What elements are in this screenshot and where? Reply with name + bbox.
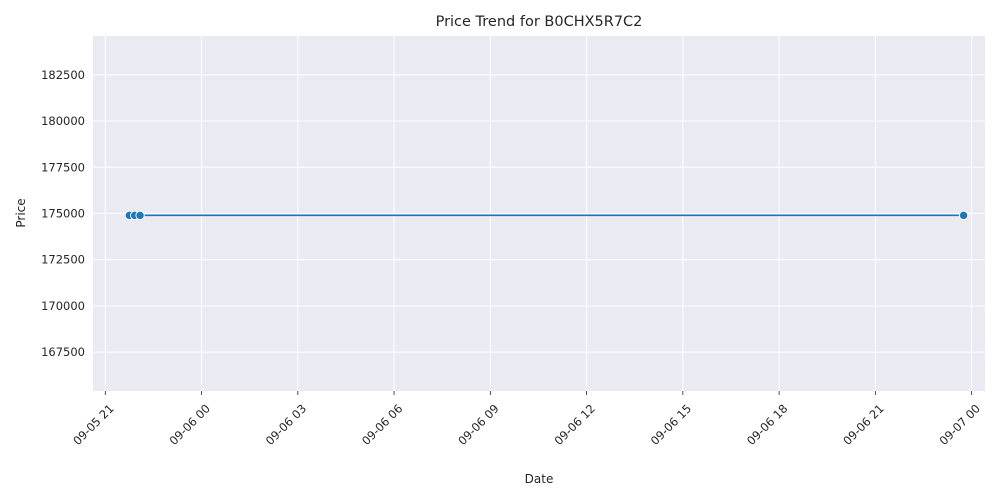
x-axis-ticks: 09-05 21 09-06 00 09-06 03 09-06 06 09-06 09… xyxy=(70,391,983,448)
x-tick-label: 09-06 09 xyxy=(455,401,501,447)
x-tick-label: 09-06 21 xyxy=(840,401,886,447)
y-tick-label: 177500 xyxy=(41,160,85,174)
y-axis-ticks: 167500 170000 172500 175000 177500 180000 1825… xyxy=(41,68,85,359)
data-point xyxy=(135,210,145,220)
y-tick-label: 170000 xyxy=(41,299,85,313)
y-tick-label: 175000 xyxy=(41,207,85,221)
y-tick-label: 167500 xyxy=(41,345,85,359)
x-tick-label: 09-06 00 xyxy=(166,401,212,447)
x-tick-label: 09-06 12 xyxy=(551,401,597,447)
x-tick-label: 09-06 18 xyxy=(744,401,790,447)
grid-lines xyxy=(93,36,985,391)
y-tick-label: 172500 xyxy=(41,253,85,267)
series-layer xyxy=(124,210,969,220)
x-tick-label: 09-06 15 xyxy=(648,401,694,447)
y-tick-label: 182500 xyxy=(41,68,85,82)
x-tick-label: 09-06 03 xyxy=(263,401,309,447)
x-tick-label: 09-05 21 xyxy=(70,401,116,447)
x-axis-label: Date xyxy=(525,472,554,486)
chart-title: Price Trend for B0CHX5R7C2 xyxy=(436,14,643,30)
x-tick-label: 09-07 00 xyxy=(937,401,983,447)
y-tick-label: 180000 xyxy=(41,114,85,128)
x-tick-label: 09-06 06 xyxy=(359,401,405,447)
y-axis-label: Price xyxy=(14,198,28,227)
data-point xyxy=(958,210,969,220)
